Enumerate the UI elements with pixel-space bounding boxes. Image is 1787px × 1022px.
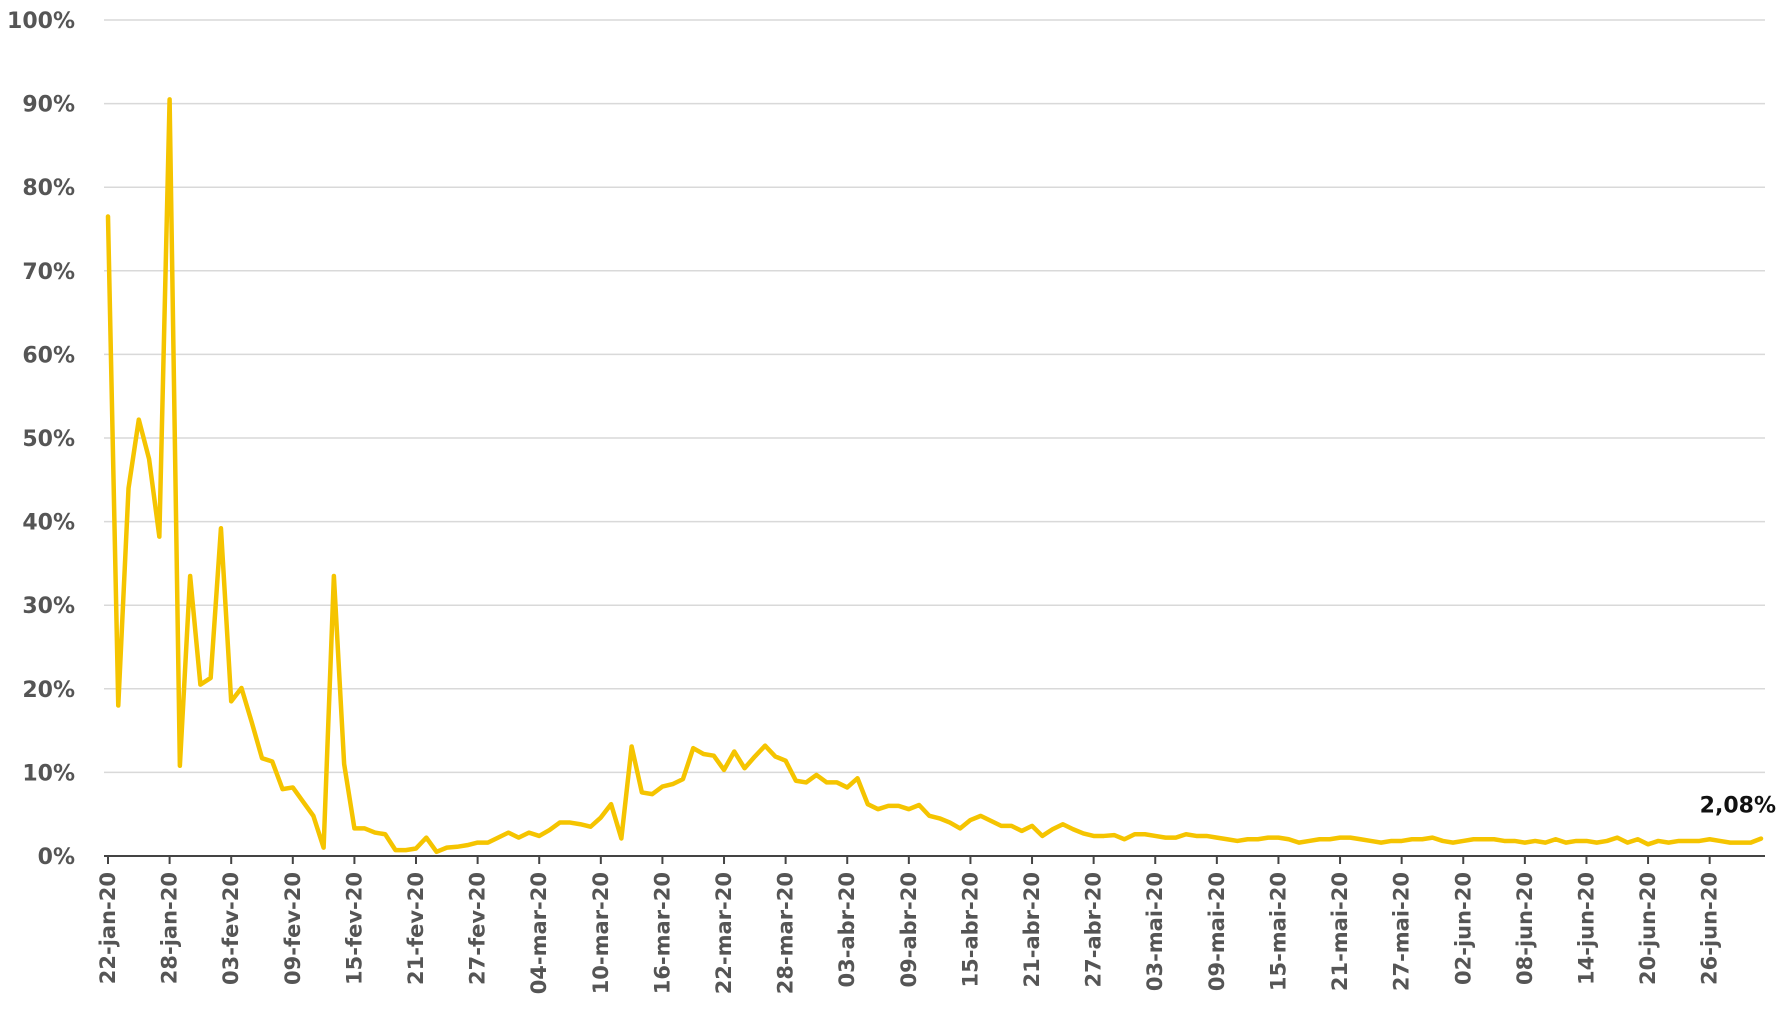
- y-axis-tick-labels: 0% 10% 20% 30% 40% 50% 60% 70% 80% 90% 100%: [7, 9, 75, 870]
- x-tick-label: 28-mar-20: [774, 872, 798, 994]
- x-tick-label: 27-mai-20: [1390, 872, 1414, 991]
- x-tick-label: 15-fev-20: [342, 872, 366, 985]
- x-tick-label: 09-mai-20: [1205, 872, 1229, 991]
- x-tick-label: 09-fev-20: [281, 872, 305, 985]
- x-tick-label: 02-jun-20: [1451, 872, 1475, 985]
- x-tick-label: 21-abr-20: [1020, 872, 1044, 987]
- gridlines: [104, 19, 1765, 774]
- y-tick-label: 20%: [22, 678, 75, 703]
- y-tick-label: 40%: [22, 511, 75, 536]
- y-tick-label: 50%: [22, 427, 75, 452]
- x-tick-label: 15-mai-20: [1266, 872, 1290, 991]
- x-tick-label: 04-mar-20: [527, 872, 551, 994]
- x-tick-label: 03-mai-20: [1143, 872, 1167, 991]
- x-tick-label: 27-abr-20: [1082, 872, 1106, 987]
- x-tick-label: 10-mar-20: [589, 872, 613, 994]
- y-tick-label: 80%: [22, 176, 75, 201]
- series-line: [105, 97, 1764, 855]
- y-tick-label: 60%: [22, 343, 75, 368]
- x-tick-label: 21-fev-20: [404, 872, 428, 985]
- x-tick-label: 22-mar-20: [712, 872, 736, 994]
- x-tick-label: 14-jun-20: [1574, 872, 1598, 985]
- x-tick-label: 28-jan-20: [158, 872, 182, 984]
- x-axis-tick-labels: 22-jan-20 28-jan-20 03-fev-20 09-fev-20 15-f…: [96, 856, 1722, 994]
- y-tick-label: 70%: [22, 260, 75, 285]
- x-tick-label: 27-fev-20: [466, 872, 490, 985]
- x-tick-label: 26-jun-20: [1698, 872, 1722, 985]
- x-tick-label: 22-jan-20: [96, 872, 120, 984]
- y-tick-label: 100%: [7, 9, 75, 34]
- y-tick-label: 90%: [22, 93, 75, 118]
- x-tick-label: 03-fev-20: [219, 872, 243, 985]
- x-tick-label: 08-jun-20: [1513, 872, 1537, 985]
- y-tick-label: 10%: [22, 761, 75, 786]
- x-tick-label: 03-abr-20: [835, 872, 859, 987]
- y-tick-label: 30%: [22, 594, 75, 619]
- x-tick-label: 16-mar-20: [650, 872, 674, 994]
- y-tick-label: 0%: [38, 845, 75, 870]
- x-tick-label: 09-abr-20: [897, 872, 921, 987]
- last-value-annotation: 2,08%: [1700, 794, 1776, 819]
- x-tick-label: 15-abr-20: [958, 872, 982, 987]
- x-tick-label: 20-jun-20: [1636, 872, 1660, 985]
- x-tick-label: 21-mai-20: [1328, 872, 1352, 991]
